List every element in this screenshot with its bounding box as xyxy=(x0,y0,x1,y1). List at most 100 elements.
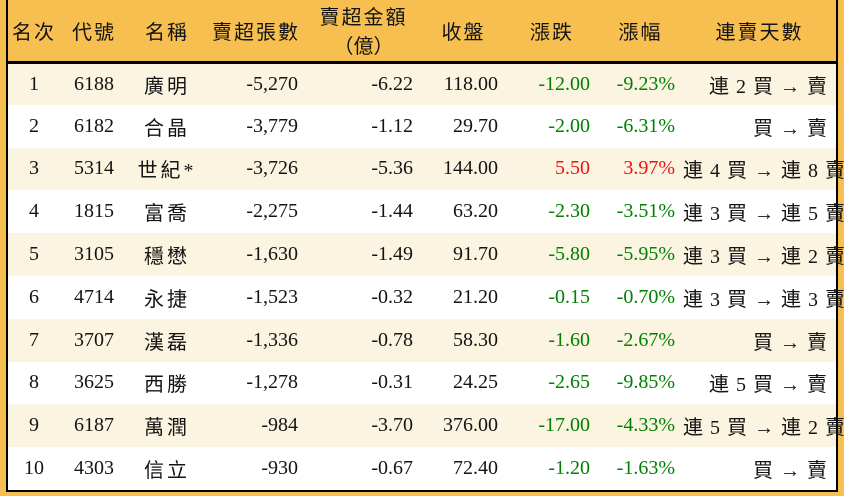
pct-cell: -5.95% xyxy=(616,243,675,266)
close-cell: 29.70 xyxy=(453,114,498,137)
table-row: 6 4714 永捷 -1,523 -0.32 21.20 -0.15 -0.70… xyxy=(8,275,844,319)
col-header-change: 漲跌 xyxy=(506,0,598,64)
table-body: 1 6188 廣明 -5,270 -6.22 118.00 -12.00 -9.… xyxy=(8,62,844,490)
code-cell: 3707 xyxy=(74,328,114,351)
table-row: 9 6187 萬潤 -984 -3.70 376.00 -17.00 -4.33… xyxy=(8,404,844,448)
streak-cell: 連 5 買 → 賣 xyxy=(709,374,828,397)
rank-cell: 2 xyxy=(29,114,39,137)
volume-cell: -3,779 xyxy=(246,114,298,137)
streak-cell: 連 3 買 → 連 5 賣 xyxy=(683,203,844,226)
volume-cell: -2,275 xyxy=(246,200,298,223)
streak-cell: 連 5 買 → 連 2 賣 xyxy=(683,417,844,440)
name-cell: 漢磊 xyxy=(144,331,190,354)
volume-cell: -1,630 xyxy=(246,243,298,266)
volume-cell: -3,726 xyxy=(246,157,298,180)
table-row: 4 1815 富喬 -2,275 -1.44 63.20 -2.30 -3.51… xyxy=(8,190,844,234)
streak-cell: 連 4 買 → 連 8 賣 xyxy=(683,160,844,183)
col-header-rank: 名次 xyxy=(8,0,60,64)
code-cell: 3625 xyxy=(74,371,114,394)
table-row: 2 6182 合晶 -3,779 -1.12 29.70 -2.00 -6.31… xyxy=(8,104,836,148)
col-header-code: 代號 xyxy=(60,0,128,64)
close-cell: 91.70 xyxy=(453,243,498,266)
change-cell: -2.00 xyxy=(548,114,590,137)
close-cell: 376.00 xyxy=(443,414,498,437)
amount-cell: -3.70 xyxy=(371,414,413,437)
table-row: 7 3707 漢磊 -1,336 -0.78 58.30 -1.60 -2.67… xyxy=(8,318,836,362)
volume-cell: -1,336 xyxy=(246,328,298,351)
amount-cell: -0.31 xyxy=(371,371,413,394)
name-cell: 廣明 xyxy=(144,75,190,98)
pct-cell: -6.31% xyxy=(616,114,675,137)
table-row: 10 4303 信立 -930 -0.67 72.40 -1.20 -1.63%… xyxy=(8,447,836,490)
code-cell: 4303 xyxy=(74,457,114,480)
name-cell: 穩懋 xyxy=(144,246,190,269)
name-cell: 萬潤 xyxy=(144,417,190,440)
net-sell-ranking-table-container: 名次 代號 名稱 賣超張數 賣超金額 （億） 收盤 漲跌 漲幅 連賣天數 1 6… xyxy=(6,0,844,492)
col-header-amount: 賣超金額 （億） xyxy=(306,0,421,64)
volume-cell: -1,278 xyxy=(246,371,298,394)
name-cell: 世紀* xyxy=(137,160,197,183)
rank-cell: 8 xyxy=(29,371,39,394)
table-row: 5 3105 穩懋 -1,630 -1.49 91.70 -5.80 -5.95… xyxy=(8,233,844,276)
name-cell: 西勝 xyxy=(144,374,190,397)
rank-cell: 6 xyxy=(29,285,39,308)
pct-cell: -4.33% xyxy=(616,414,675,437)
rank-cell: 1 xyxy=(29,72,39,95)
amount-cell: -6.22 xyxy=(371,72,413,95)
rank-cell: 7 xyxy=(29,328,39,351)
col-header-pct: 漲幅 xyxy=(598,0,683,64)
streak-cell: 連 3 買 → 連 3 賣 xyxy=(683,288,844,311)
close-cell: 24.25 xyxy=(453,371,498,394)
streak-cell: 連 2 買 → 賣 xyxy=(709,75,828,98)
pct-cell: -9.23% xyxy=(616,72,675,95)
rank-cell: 4 xyxy=(29,200,39,223)
code-cell: 1815 xyxy=(74,200,114,223)
streak-cell: 連 3 買 → 連 2 賣 xyxy=(683,246,844,269)
change-cell: -1.60 xyxy=(548,328,590,351)
pct-cell: -2.67% xyxy=(616,328,675,351)
change-cell: -17.00 xyxy=(538,414,590,437)
rank-cell: 9 xyxy=(29,414,39,437)
pct-cell: -9.85% xyxy=(616,371,675,394)
name-cell: 信立 xyxy=(144,460,190,483)
amount-cell: -1.12 xyxy=(371,114,413,137)
amount-cell: -0.67 xyxy=(371,457,413,480)
streak-cell: 買 → 賣 xyxy=(753,331,828,354)
col-header-volume: 賣超張數 xyxy=(206,0,306,64)
code-cell: 4714 xyxy=(74,285,114,308)
col-header-name: 名稱 xyxy=(128,0,206,64)
rank-cell: 3 xyxy=(29,157,39,180)
header-row: 名次 代號 名稱 賣超張數 賣超金額 （億） 收盤 漲跌 漲幅 連賣天數 xyxy=(8,0,836,64)
streak-cell: 買 → 賣 xyxy=(753,117,828,140)
table-row: 3 5314 世紀* -3,726 -5.36 144.00 5.50 3.97… xyxy=(8,147,844,191)
streak-cell: 買 → 賣 xyxy=(753,460,828,483)
code-cell: 3105 xyxy=(74,243,114,266)
close-cell: 21.20 xyxy=(453,285,498,308)
name-cell: 永捷 xyxy=(144,288,190,311)
pct-cell: -0.70% xyxy=(616,285,675,308)
change-cell: 5.50 xyxy=(555,157,590,180)
change-cell: -2.65 xyxy=(548,371,590,394)
table-row: 1 6188 廣明 -5,270 -6.22 118.00 -12.00 -9.… xyxy=(8,62,836,105)
volume-cell: -1,523 xyxy=(246,285,298,308)
change-cell: -0.15 xyxy=(548,285,590,308)
code-cell: 6188 xyxy=(74,72,114,95)
code-cell: 5314 xyxy=(74,157,114,180)
change-cell: -2.30 xyxy=(548,200,590,223)
amount-cell: -1.44 xyxy=(371,200,413,223)
close-cell: 72.40 xyxy=(453,457,498,480)
close-cell: 63.20 xyxy=(453,200,498,223)
amount-cell: -5.36 xyxy=(371,157,413,180)
pct-cell: -1.63% xyxy=(616,457,675,480)
volume-cell: -984 xyxy=(261,414,298,437)
table-row: 8 3625 西勝 -1,278 -0.31 24.25 -2.65 -9.85… xyxy=(8,361,836,405)
col-header-streak: 連賣天數 xyxy=(683,0,836,64)
rank-cell: 10 xyxy=(24,457,44,480)
pct-cell: 3.97% xyxy=(623,157,675,180)
name-cell: 合晶 xyxy=(144,117,190,140)
col-header-close: 收盤 xyxy=(421,0,506,64)
volume-cell: -930 xyxy=(261,457,298,480)
close-cell: 58.30 xyxy=(453,328,498,351)
amount-cell: -0.78 xyxy=(371,328,413,351)
volume-cell: -5,270 xyxy=(246,72,298,95)
